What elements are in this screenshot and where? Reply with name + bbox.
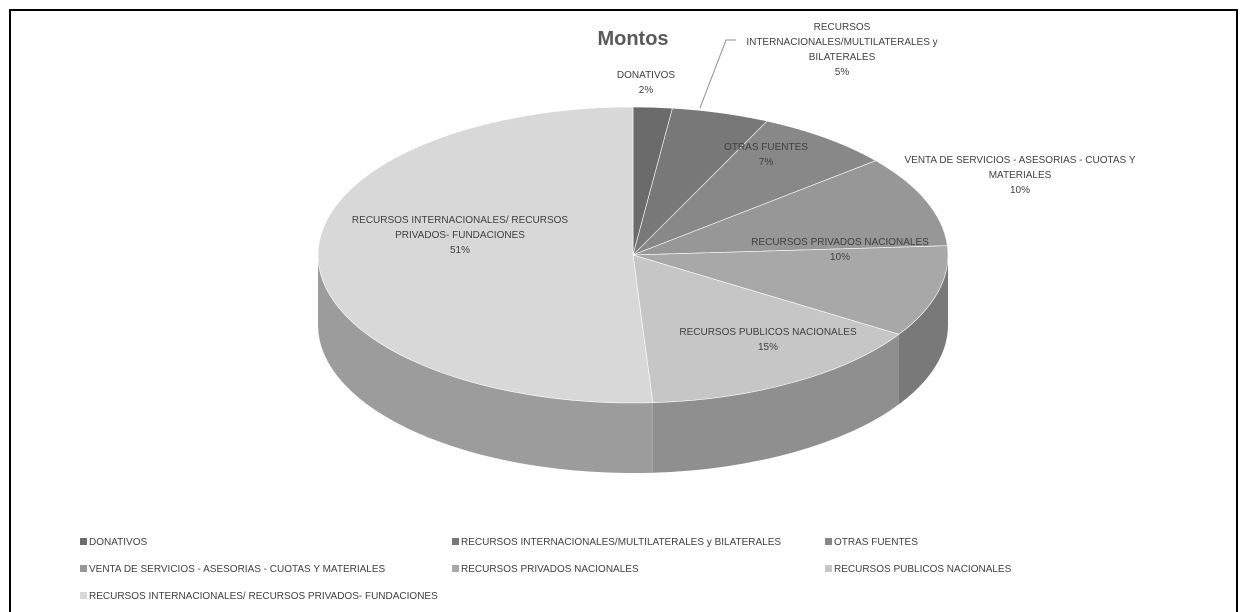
data-label-value: 10%: [829, 252, 850, 263]
data-label: RECURSOS PUBLICOS NACIONALES 15%: [658, 325, 878, 355]
data-label: RECURSOS PRIVADOS NACIONALES 10%: [730, 235, 950, 265]
data-label: RECURSOS INTERNACIONALES/MULTILATERALES …: [727, 20, 957, 80]
legend-label: RECURSOS INTERNACIONALES/MULTILATERALES …: [461, 537, 782, 548]
data-label-name: VENTA DE SERVICIOS - ASESORIAS - CUOTAS …: [904, 155, 1136, 181]
pie-side: [898, 255, 948, 405]
data-label: RECURSOS INTERNACIONALES/ RECURSOS PRIVA…: [335, 213, 585, 258]
pie-slice: [632, 245, 949, 335]
legend-swatch: [80, 538, 87, 545]
legend-label: DONATIVOS: [89, 537, 148, 548]
legend-swatch: [452, 538, 459, 545]
pie-slice: [632, 120, 877, 256]
data-label-value: 5%: [834, 67, 850, 78]
legend-item: RECURSOS INTERNACIONALES/MULTILATERALES …: [452, 537, 781, 548]
data-label-value: 10%: [1009, 185, 1030, 196]
data-label-name: RECURSOS INTERNACIONALES/MULTILATERALES …: [746, 22, 938, 63]
pie-slice: [632, 160, 948, 256]
legend-item: VENTA DE SERVICIOS - ASESORIAS - CUOTAS …: [80, 564, 385, 575]
data-label-name: OTRAS FUENTES: [724, 142, 808, 153]
legend-item: RECURSOS INTERNACIONALES/ RECURSOS PRIVA…: [80, 591, 438, 602]
legend-swatch: [825, 565, 832, 572]
data-label-name: RECURSOS PRIVADOS NACIONALES: [751, 237, 929, 248]
legend-item: RECURSOS PUBLICOS NACIONALES: [825, 564, 1011, 575]
data-label-name: RECURSOS INTERNACIONALES/ RECURSOS PRIVA…: [351, 215, 569, 241]
legend-swatch: [80, 592, 87, 599]
legend-swatch: [825, 538, 832, 545]
legend-item: OTRAS FUENTES: [825, 537, 918, 548]
data-label-value: 7%: [758, 157, 774, 168]
data-label-value: 2%: [638, 85, 654, 96]
data-label-value: 51%: [449, 245, 470, 256]
chart-frame: [9, 9, 1238, 612]
data-label: VENTA DE SERVICIOS - ASESORIAS - CUOTAS …: [890, 153, 1150, 198]
pie-slice: [317, 106, 654, 404]
pie-slice: [632, 254, 900, 404]
legend-label: RECURSOS PRIVADOS NACIONALES: [461, 564, 639, 575]
legend-swatch: [452, 565, 459, 572]
data-label: OTRAS FUENTES 7%: [706, 140, 826, 170]
leader-line: [699, 39, 736, 109]
legend-item: DONATIVOS: [80, 537, 147, 548]
data-label-name: RECURSOS PUBLICOS NACIONALES: [679, 327, 857, 338]
legend-label: RECURSOS PUBLICOS NACIONALES: [834, 564, 1012, 575]
legend-item: RECURSOS PRIVADOS NACIONALES: [452, 564, 639, 575]
data-label: DONATIVOS 2%: [596, 68, 696, 98]
data-label-name: DONATIVOS: [616, 70, 676, 81]
pie-side: [652, 334, 899, 473]
legend-label: OTRAS FUENTES: [834, 537, 918, 548]
data-label-value: 15%: [757, 342, 778, 353]
chart-title: Montos: [597, 28, 669, 50]
legend-label: RECURSOS INTERNACIONALES/ RECURSOS PRIVA…: [89, 591, 438, 602]
pie-side: [318, 255, 653, 473]
legend-swatch: [80, 565, 87, 572]
legend-label: VENTA DE SERVICIOS - ASESORIAS - CUOTAS …: [89, 564, 386, 575]
